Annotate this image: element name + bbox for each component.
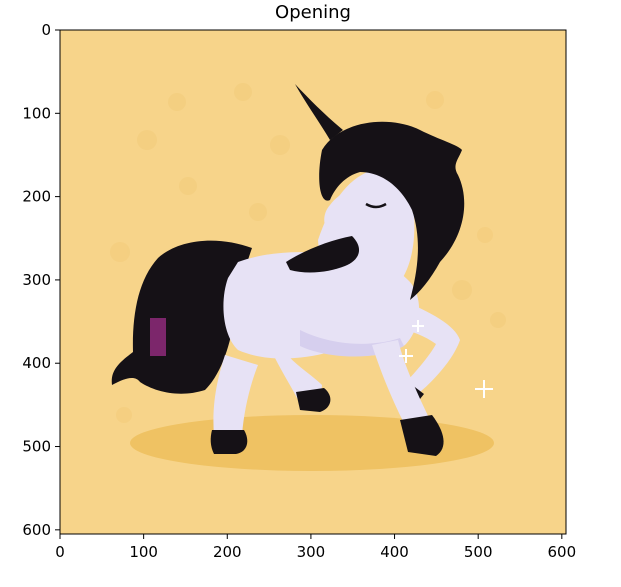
background-decoration bbox=[110, 83, 506, 423]
unicorn-front-leg bbox=[372, 340, 430, 425]
x-tick-label: 200 bbox=[213, 543, 242, 561]
unicorn-back-leg bbox=[213, 355, 258, 435]
unicorn-back-hoof bbox=[210, 430, 248, 454]
x-tick-label: 400 bbox=[380, 543, 409, 561]
sparkles bbox=[399, 320, 493, 398]
unicorn-head bbox=[324, 185, 408, 244]
x-tick-label: 0 bbox=[55, 543, 65, 561]
y-tick-label: 200 bbox=[22, 188, 51, 206]
chest-patch bbox=[286, 236, 360, 273]
tail-highlight bbox=[150, 318, 166, 356]
chart-title: Opening bbox=[275, 2, 351, 23]
x-tick-label: 300 bbox=[297, 543, 326, 561]
unicorn-middle-hoof bbox=[296, 388, 331, 412]
unicorn-mane bbox=[319, 121, 465, 300]
x-tick-label: 600 bbox=[547, 543, 576, 561]
y-tick-label: 300 bbox=[22, 271, 51, 289]
unicorn-horn bbox=[295, 84, 343, 140]
y-tick-label: 100 bbox=[22, 104, 51, 122]
unicorn-eye bbox=[365, 202, 387, 209]
x-tick-label: 100 bbox=[129, 543, 158, 561]
axes-frame bbox=[59, 29, 567, 535]
x-tick-label: 500 bbox=[464, 543, 493, 561]
y-axis: 0 100 200 300 400 500 600 bbox=[22, 21, 60, 539]
unicorn-tail bbox=[111, 240, 252, 394]
image-plot-area bbox=[60, 30, 566, 534]
unicorn-front-hoof bbox=[400, 415, 444, 456]
y-tick-label: 500 bbox=[22, 438, 51, 456]
unicorn-raised-leg bbox=[396, 300, 460, 392]
y-tick-label: 400 bbox=[22, 354, 51, 372]
y-tick-label: 600 bbox=[22, 521, 51, 539]
y-tick-label: 0 bbox=[41, 21, 51, 39]
x-axis: 0 100 200 300 400 500 600 bbox=[55, 534, 576, 561]
